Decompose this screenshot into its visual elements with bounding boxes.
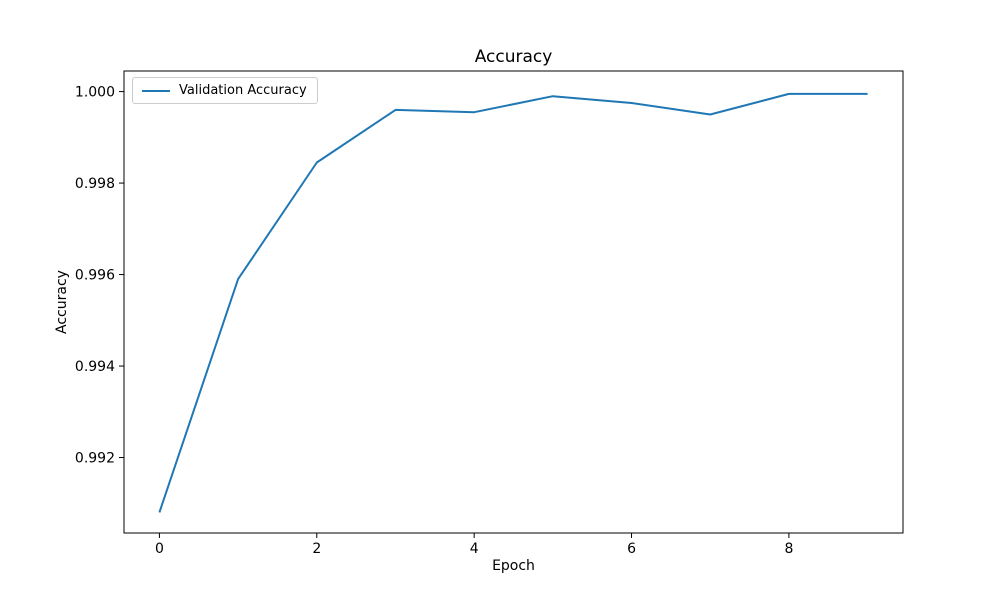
y-tick-label: 0.992 [75,451,115,467]
legend: Validation Accuracy [132,77,318,104]
legend-label: Validation Accuracy [179,83,307,98]
y-tick-label: 0.994 [75,359,115,375]
series-line [158,92,868,513]
y-axis-label: Accuracy [54,270,70,334]
y-tick-label: 0.998 [75,176,115,192]
x-tick-label: 6 [627,541,636,557]
x-tick-label: 2 [312,541,321,557]
y-tick-label: 0.996 [75,268,115,284]
chart-title: Accuracy [474,47,553,67]
x-tick-label: 4 [470,541,479,557]
axes-border [123,70,904,534]
x-tick-label: 0 [155,541,164,557]
x-axis-label: Epoch [492,558,535,574]
legend-line-swatch [142,89,170,92]
y-tick-label: 1.000 [75,85,115,101]
x-tick-label: 8 [784,541,793,557]
